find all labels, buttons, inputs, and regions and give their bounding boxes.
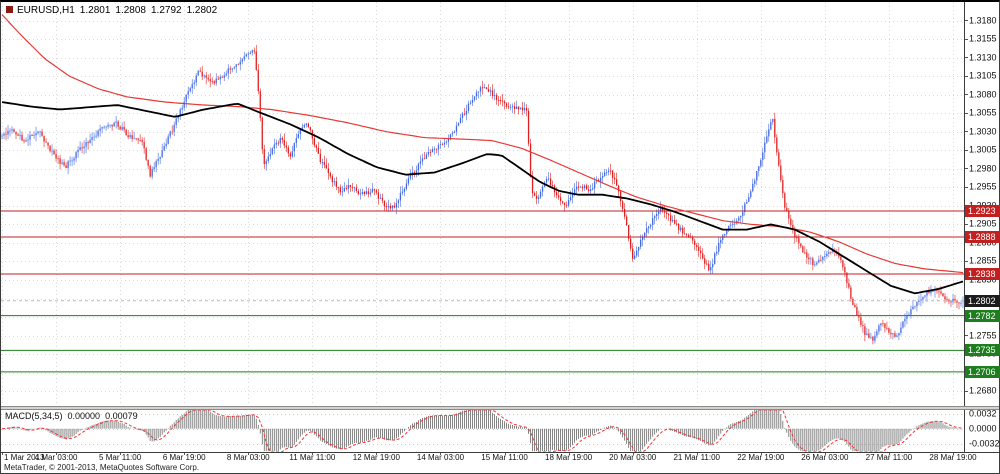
time-axis-tick xyxy=(120,453,122,455)
price-axis-label: 1.2980 xyxy=(969,163,997,174)
time-axis-tick xyxy=(184,453,186,455)
time-axis-tick xyxy=(56,453,58,455)
time-axis-tick xyxy=(568,453,570,455)
price-axis[interactable]: 1.3180 1.3155 1.3130 1.3105 1.3080 1.3055 1.30… xyxy=(964,2,1000,406)
price-axis-tick xyxy=(965,57,968,59)
time-axis-tick xyxy=(248,453,250,455)
time-axis-tick xyxy=(632,453,634,455)
macd-chart[interactable] xyxy=(1,410,964,452)
price-axis-label: 1.3080 xyxy=(969,89,997,100)
price-axis-tick xyxy=(965,260,968,262)
time-axis-label: 12 Mar 19:00 xyxy=(352,453,400,462)
price-axis-label: 1.3105 xyxy=(969,70,997,81)
ohlc-open: 1.2801 xyxy=(79,5,111,16)
price-axis-tick xyxy=(965,186,968,188)
macd-axis-label: -0.0032 xyxy=(969,438,1000,449)
price-tag-support: 1.2735 xyxy=(965,344,1000,357)
price-axis-label: 1.3005 xyxy=(969,144,997,155)
candles xyxy=(1,45,964,345)
ma-black-line[interactable] xyxy=(1,101,964,295)
price-axis-tick xyxy=(965,223,968,225)
price-axis-label: 1.3180 xyxy=(969,15,997,26)
current-price-tag: 1.2802 xyxy=(965,294,1000,307)
time-axis-label: 4 Mar 03:00 xyxy=(34,453,78,462)
time-axis-label: 28 Mar 19:00 xyxy=(929,453,977,462)
time-axis-tick xyxy=(312,453,314,455)
price-axis-label: 1.2955 xyxy=(969,181,997,192)
macd-axis[interactable]: 0.0032 0.0000 -0.0032 xyxy=(964,408,1000,452)
time-axis-tick xyxy=(760,453,762,455)
price-axis-label: 1.3030 xyxy=(969,126,997,137)
price-axis-label: 1.2905 xyxy=(969,218,997,229)
time-axis-tick xyxy=(952,453,954,455)
price-axis-label: 1.2755 xyxy=(969,330,997,341)
time-axis-label: 21 Mar 11:00 xyxy=(673,453,720,462)
price-axis-tick xyxy=(965,168,968,170)
time-axis-tick xyxy=(696,453,698,455)
macd-axis-label: 0.0032 xyxy=(969,408,997,419)
price-axis-label: 1.3155 xyxy=(969,33,997,44)
price-axis-tick xyxy=(965,94,968,96)
chart-title: EURUSD,H1 1.2801 1.2808 1.2792 1.2802 xyxy=(6,5,217,16)
time-axis-tick xyxy=(888,453,890,455)
pane-splitter[interactable] xyxy=(1,406,999,410)
ohlc-low: 1.2792 xyxy=(150,5,182,16)
time-axis-label: 27 Mar 11:00 xyxy=(865,453,913,462)
time-axis-label: 6 Mar 19:00 xyxy=(162,453,206,462)
time-axis-label: 22 Mar 19:00 xyxy=(737,453,785,462)
time-axis-label: 26 Mar 03:00 xyxy=(801,453,849,462)
grid xyxy=(1,2,964,406)
price-axis-tick xyxy=(965,75,968,77)
macd-histogram xyxy=(3,410,964,452)
time-axis-label: 8 Mar 03:00 xyxy=(226,453,270,462)
time-axis-tick xyxy=(504,453,506,455)
price-axis-tick xyxy=(965,149,968,151)
price-axis-label: 1.2680 xyxy=(969,385,997,396)
time-axis-tick xyxy=(376,453,378,455)
macd-pane: MACD(5,34,5) 0.00000 0.00079 0.0032 0.0000 -… xyxy=(1,408,1000,452)
price-axis-tick xyxy=(965,335,968,337)
price-axis-tick xyxy=(965,390,968,392)
macd-value-main: 0.00000 xyxy=(67,411,101,421)
time-axis[interactable]: 1 Mar 2013 4 Mar 03:00 5 Mar 11:00 6 Mar 19… xyxy=(1,452,999,462)
time-axis-label: 11 Mar 11:00 xyxy=(289,453,336,462)
price-tag-support: 1.2782 xyxy=(965,309,1000,322)
macd-title: MACD(5,34,5) 0.00000 0.00079 xyxy=(5,411,138,421)
macd-label: MACD(5,34,5) xyxy=(5,411,63,421)
price-axis-label: 1.2855 xyxy=(969,255,997,266)
time-axis-label: 14 Mar 03:00 xyxy=(416,453,465,462)
price-tag-resistance: 1.2838 xyxy=(965,268,1000,281)
macd-value-signal: 0.00079 xyxy=(105,411,138,421)
time-axis-label: 18 Mar 19:00 xyxy=(545,453,593,462)
price-axis-tick xyxy=(965,112,968,114)
price-axis-tick xyxy=(965,38,968,40)
ma-red-line[interactable] xyxy=(1,14,964,274)
time-axis-label: 5 Mar 11:00 xyxy=(99,453,142,462)
ohlc-close: 1.2802 xyxy=(186,5,218,16)
main-chart-pane: EURUSD,H1 1.2801 1.2808 1.2792 1.2802 1.3180… xyxy=(1,2,1000,406)
candlestick-chart[interactable] xyxy=(1,2,964,406)
time-axis-tick xyxy=(824,453,826,455)
ohlc-high: 1.2808 xyxy=(115,5,146,16)
status-bar: MetaTrader, © 2001-2013, MetaQuotes Soft… xyxy=(4,463,199,472)
price-tag-resistance: 1.2923 xyxy=(965,205,1000,218)
time-axis-label: 1 Mar 2013 xyxy=(4,453,45,462)
time-axis-tick xyxy=(440,453,442,455)
time-axis-label: 20 Mar 03:00 xyxy=(609,453,657,462)
time-axis-label: 15 Mar 11:00 xyxy=(481,453,528,462)
price-axis-label: 1.3055 xyxy=(969,107,997,118)
symbol-icon xyxy=(6,6,13,13)
symbol-period-label: EURUSD,H1 xyxy=(17,5,75,16)
level-lines xyxy=(1,210,964,373)
macd-axis-label: 0.0000 xyxy=(969,423,997,434)
copyright-text: MetaTrader, © 2001-2013, MetaQuotes Soft… xyxy=(4,463,200,472)
price-axis-label: 1.3130 xyxy=(969,52,997,63)
price-axis-tick xyxy=(965,131,968,133)
time-axis-tick xyxy=(2,453,3,455)
price-tag-resistance: 1.2888 xyxy=(965,230,1000,243)
price-tag-support: 1.2706 xyxy=(965,365,1000,378)
price-axis-tick xyxy=(965,20,968,22)
